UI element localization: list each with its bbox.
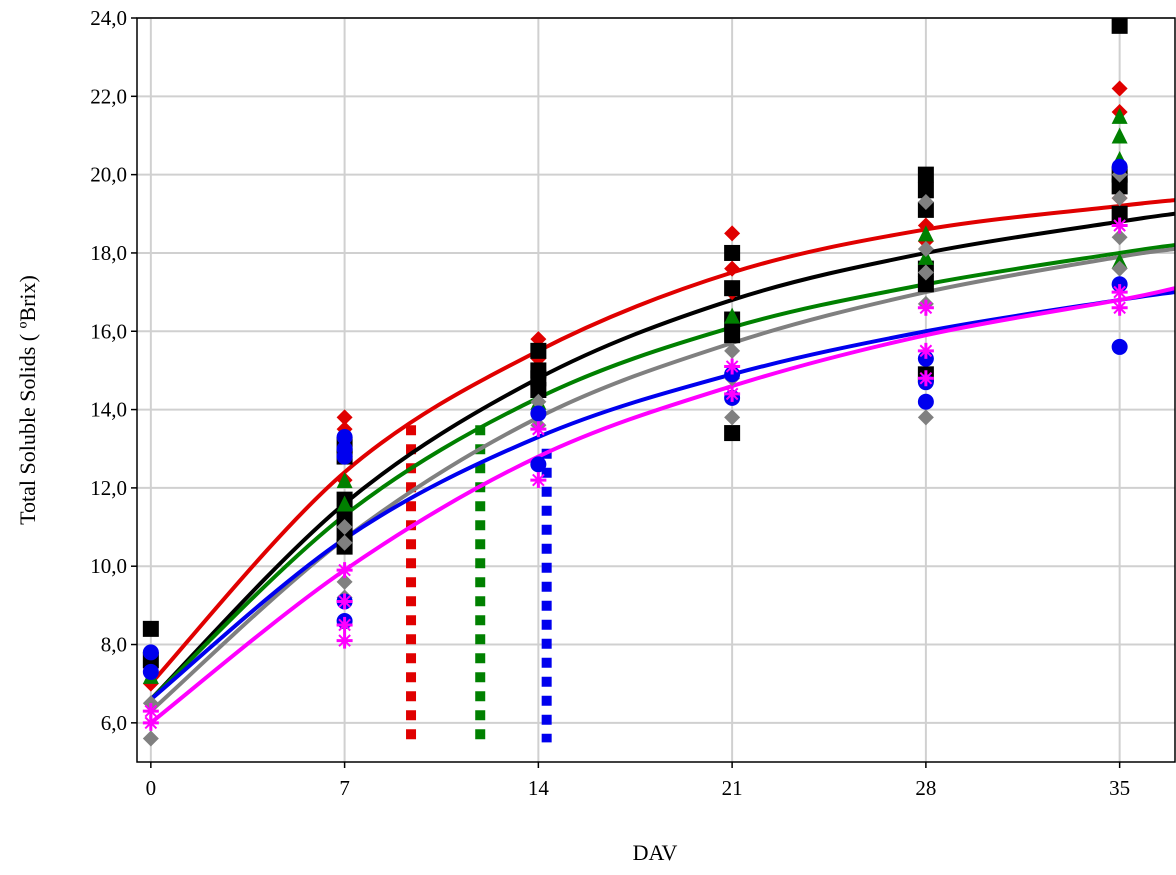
x-tick-label: 21 <box>722 776 743 800</box>
fit-curve <box>149 243 1175 701</box>
data-point <box>530 472 547 489</box>
data-point <box>724 225 741 242</box>
y-tick-label: 20,0 <box>90 163 127 187</box>
data-point <box>336 495 353 512</box>
data-point <box>336 472 353 489</box>
data-point <box>530 421 547 438</box>
data-point <box>530 456 547 473</box>
data-point <box>917 241 934 258</box>
fit-curve <box>149 211 1175 701</box>
y-axis-label: Total Soluble Solids ( ºBrix) <box>15 275 40 525</box>
fit-curve <box>149 198 1175 686</box>
data-point <box>917 194 934 211</box>
data-point <box>336 616 353 633</box>
data-point <box>336 593 353 610</box>
data-point <box>336 534 353 551</box>
fitted-curves <box>149 198 1175 725</box>
x-tick-label: 35 <box>1109 776 1130 800</box>
data-point <box>1111 127 1128 144</box>
data-point <box>530 405 547 422</box>
data-point <box>336 562 353 579</box>
data-point <box>336 573 353 590</box>
data-point <box>917 370 934 387</box>
data-point <box>1111 190 1128 207</box>
data-point <box>917 166 934 183</box>
data-point <box>530 342 547 359</box>
grid <box>137 17 1175 762</box>
x-tick-label: 0 <box>146 776 157 800</box>
y-tick-label: 14,0 <box>90 398 127 422</box>
data-point <box>724 385 741 402</box>
data-point <box>917 342 934 359</box>
x-tick-label: 14 <box>528 776 550 800</box>
plot-frame <box>136 17 1176 763</box>
y-tick-label: 10,0 <box>90 554 127 578</box>
x-tick-label: 7 <box>339 776 350 800</box>
fit-curve <box>149 290 1175 701</box>
data-point <box>917 393 934 410</box>
y-tick-label: 6,0 <box>101 711 127 735</box>
data-point <box>1111 338 1128 355</box>
data-point <box>336 519 353 536</box>
x-tick-label: 28 <box>915 776 936 800</box>
x-axis-ticks: 0 7 14 21 28 35 <box>146 762 1130 800</box>
data-points <box>142 18 1128 747</box>
data-point <box>917 276 934 293</box>
data-point <box>917 299 934 316</box>
data-point <box>336 428 353 445</box>
y-tick-label: 12,0 <box>90 476 127 500</box>
threshold-markers <box>406 425 552 743</box>
data-point <box>1111 18 1128 34</box>
data-point <box>724 425 741 442</box>
data-point <box>142 730 159 747</box>
data-point <box>530 382 547 398</box>
data-point <box>142 644 159 661</box>
data-point <box>336 409 353 426</box>
data-point <box>1111 158 1128 175</box>
data-point <box>724 342 741 359</box>
data-point <box>1111 229 1128 246</box>
data-point <box>724 358 741 375</box>
data-point <box>1111 284 1128 301</box>
data-point <box>724 260 741 277</box>
data-point <box>724 244 741 261</box>
y-tick-label: 18,0 <box>90 241 127 265</box>
data-point <box>1111 299 1128 316</box>
data-point <box>1111 205 1128 222</box>
y-tick-label: 8,0 <box>101 633 127 657</box>
data-point <box>724 409 741 426</box>
data-point <box>1111 217 1128 234</box>
y-tick-label: 22,0 <box>90 84 127 108</box>
data-point <box>142 663 159 680</box>
data-point <box>1111 107 1128 124</box>
data-point <box>917 409 934 426</box>
data-point <box>917 225 934 242</box>
data-point <box>1111 80 1128 97</box>
data-point <box>336 632 353 649</box>
data-point <box>336 448 353 465</box>
x-axis-label: DAV <box>633 840 678 865</box>
data-point <box>917 264 934 281</box>
data-point <box>724 327 741 344</box>
data-point <box>530 393 547 410</box>
data-point <box>1111 260 1128 277</box>
data-point <box>142 620 159 637</box>
fit-curve <box>149 286 1175 725</box>
y-axis-ticks: 6,0 8,0 10,0 12,0 14,0 16,0 18,0 20,0 22,0 24,0 <box>90 6 137 735</box>
y-tick-label: 24,0 <box>90 6 127 30</box>
data-point <box>724 280 741 297</box>
data-point <box>1111 178 1128 195</box>
y-tick-label: 16,0 <box>90 319 127 343</box>
data-point <box>917 182 934 199</box>
data-point <box>142 714 159 731</box>
data-point <box>724 307 741 324</box>
